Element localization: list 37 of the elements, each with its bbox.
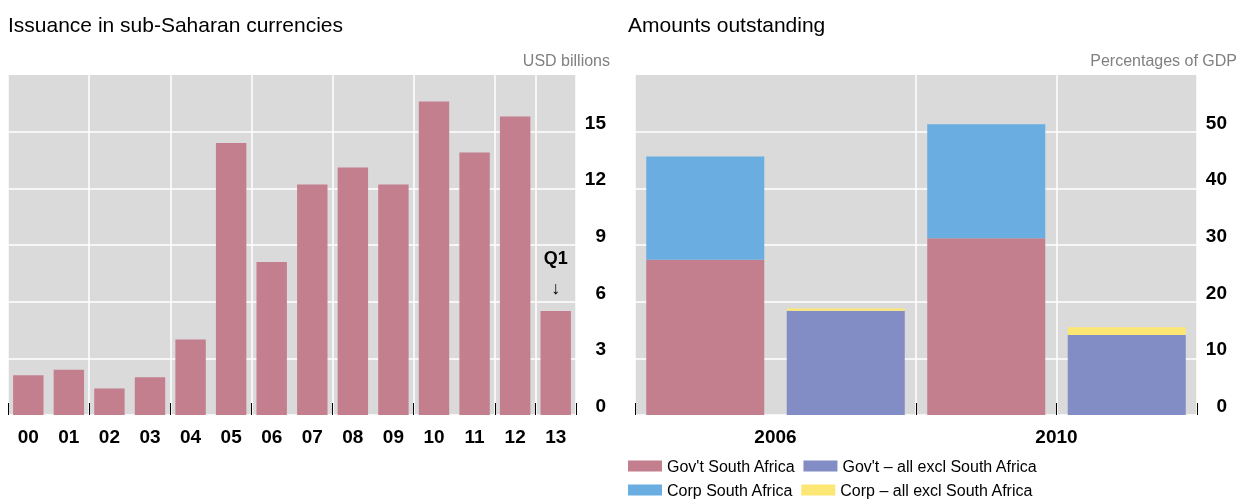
y-tick-label: 20: [1205, 281, 1227, 303]
chart-title: Issuance in sub-Saharan currencies: [8, 13, 344, 36]
x-tick-label: 01: [58, 426, 80, 447]
x-tick-label: 03: [139, 426, 161, 447]
legend-label: Corp South Africa: [667, 481, 793, 499]
x-tick-label: 09: [382, 426, 404, 447]
x-tick-label: 00: [17, 426, 39, 447]
y-tick-label: 40: [1205, 168, 1227, 190]
y-tick-label: 50: [1205, 111, 1227, 133]
y-axis-title: USD billions: [522, 51, 610, 69]
x-tick-label: 04: [180, 426, 202, 447]
x-tick-label: 06: [261, 426, 283, 447]
x-tick-label: 08: [342, 426, 364, 447]
y-tick-label: 3: [595, 338, 606, 360]
x-tick-label: 2006: [754, 426, 797, 447]
legend-label: Gov't – all excl South Africa: [842, 457, 1037, 475]
y-axis-title: Percentages of GDP: [1090, 51, 1238, 69]
x-tick-label: 2010: [1035, 426, 1078, 447]
y-tick-label: 0: [595, 395, 606, 416]
x-tick-label: 13: [545, 426, 567, 447]
y-tick-label: 6: [595, 281, 606, 303]
chart-title: Amounts outstanding: [628, 13, 826, 36]
y-tick-label: 9: [595, 225, 606, 246]
x-tick-label: 11: [464, 426, 486, 447]
y-tick-label: 10: [1205, 338, 1227, 360]
legend-label: Gov't South Africa: [667, 457, 795, 475]
x-tick-label: 05: [220, 426, 243, 447]
y-tick-label: 15: [584, 111, 607, 133]
x-tick-label: 12: [504, 426, 526, 447]
y-tick-label: 12: [584, 168, 606, 190]
x-tick-label: 10: [423, 426, 445, 447]
y-tick-label: 30: [1205, 225, 1227, 246]
x-tick-label: 07: [301, 426, 323, 447]
annotation: Q1 ↓: [543, 248, 568, 299]
legend-label: Corp – all excl South Africa: [840, 481, 1033, 499]
y-tick-label: 0: [1216, 395, 1227, 416]
x-tick-label: 02: [98, 426, 120, 447]
